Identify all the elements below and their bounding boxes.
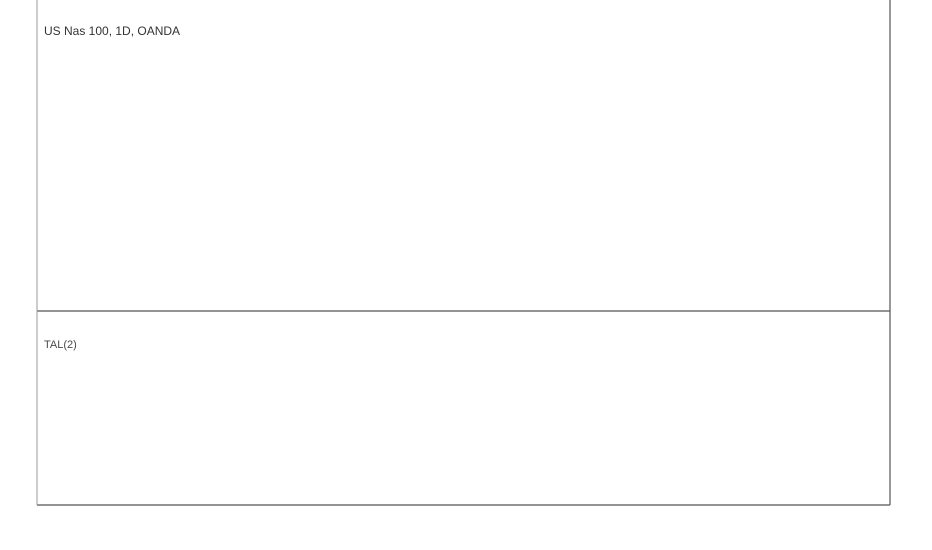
indicator-title: TAL(2) [44,339,77,351]
chart-title: US Nas 100, 1D, OANDA [44,24,180,38]
